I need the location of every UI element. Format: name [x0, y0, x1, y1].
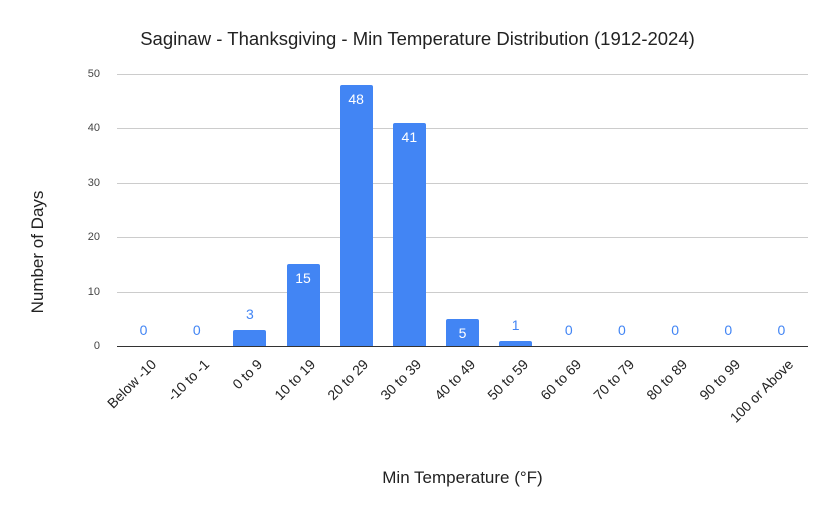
- bar[interactable]: [286, 264, 320, 346]
- x-tick-label: Below -10: [103, 356, 159, 412]
- x-tick-label: 80 to 89: [643, 356, 691, 404]
- x-tick-label: 30 to 39: [377, 356, 425, 404]
- gridline: [117, 74, 808, 75]
- data-label: 15: [295, 270, 311, 287]
- gridline: [117, 237, 808, 239]
- gridline: [117, 182, 808, 184]
- x-tick-label: 40 to 49: [430, 356, 478, 404]
- bar[interactable]: [233, 329, 267, 346]
- x-tick-label: 60 to 69: [537, 356, 585, 404]
- x-tick-label: 70 to 79: [590, 356, 638, 404]
- x-tick-label: 20 to 29: [324, 356, 372, 404]
- data-label: 0: [724, 322, 733, 338]
- gridline: [117, 346, 808, 347]
- x-tick-label: 50 to 59: [483, 356, 531, 404]
- data-label: 0: [139, 322, 148, 338]
- y-tick-label: 20: [87, 231, 100, 244]
- y-tick-label: 10: [87, 285, 100, 298]
- y-tick-label: 40: [87, 122, 100, 135]
- data-label: 0: [671, 322, 680, 338]
- y-tick-label: 50: [87, 68, 100, 80]
- x-tick-label: 90 to 99: [696, 356, 744, 404]
- x-tick-label: 0 to 9: [229, 356, 266, 393]
- chart-title: Saginaw - Thanksgiving - Min Temperature…: [140, 28, 695, 49]
- x-tick-label: -10 to -1: [163, 356, 213, 405]
- data-label: 0: [192, 322, 201, 338]
- data-label: 0: [777, 322, 786, 338]
- data-label: 3: [245, 305, 254, 322]
- bar[interactable]: [392, 122, 426, 346]
- data-label: 41: [401, 128, 418, 145]
- gridline: [117, 291, 808, 293]
- data-label: 5: [458, 324, 467, 341]
- bar[interactable]: [339, 84, 373, 346]
- y-tick-label: 30: [87, 176, 100, 189]
- data-label: 0: [618, 322, 626, 338]
- bar[interactable]: [499, 340, 533, 346]
- plot-area: 0 0 3 15 48 41 5 1 0 0 0 0 0: [117, 74, 808, 347]
- data-label: 0: [564, 322, 573, 338]
- bar[interactable]: [446, 318, 479, 346]
- data-label: 48: [348, 90, 364, 107]
- x-axis-title: Min Temperature (°F): [382, 468, 543, 487]
- data-label: 1: [511, 316, 520, 333]
- x-tick-label: 10 to 19: [271, 356, 319, 404]
- gridline: [117, 128, 808, 130]
- y-tick-label: 0: [93, 340, 100, 352]
